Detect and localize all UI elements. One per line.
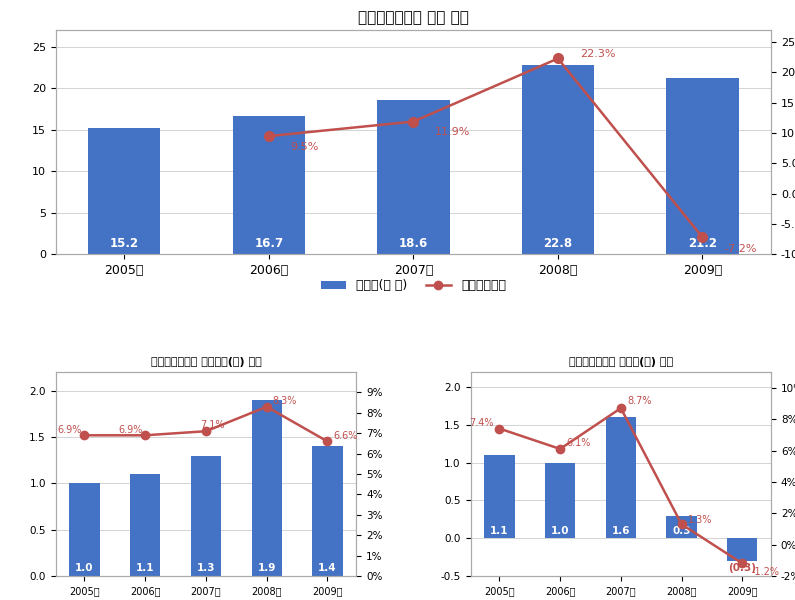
Bar (666, 515, 696, 538)
Bar (233, 116, 305, 254)
Bar (312, 446, 343, 576)
Text: 21.2: 21.2 (688, 237, 717, 250)
Text: 7.1%: 7.1% (200, 420, 224, 430)
Text: -1.2%: -1.2% (751, 567, 779, 577)
Text: 1.1: 1.1 (136, 563, 154, 573)
Text: 22.3%: 22.3% (580, 49, 615, 59)
Text: 1.3: 1.3 (196, 563, 215, 573)
Bar (191, 455, 221, 576)
Bar (666, 78, 739, 254)
Bar (69, 484, 99, 576)
Bar (727, 538, 758, 561)
Bar (378, 100, 449, 254)
Bar (484, 455, 514, 538)
Text: 9.5%: 9.5% (290, 142, 319, 152)
Text: -7.2%: -7.2% (724, 244, 757, 254)
Legend: 매출액(조 원), 매출액증가율: 매출액(조 원), 매출액증가율 (316, 274, 511, 298)
Text: 6.1%: 6.1% (566, 439, 591, 448)
Title: 기계장비산업의 영업이익(률) 추이: 기계장비산업의 영업이익(률) 추이 (150, 357, 262, 367)
Text: 6.9%: 6.9% (57, 425, 82, 435)
Text: (0.3): (0.3) (728, 563, 756, 573)
Text: 11.9%: 11.9% (435, 127, 471, 137)
Bar (522, 65, 594, 254)
Bar (88, 128, 161, 254)
Bar (545, 463, 576, 538)
Text: 1.0: 1.0 (76, 563, 94, 573)
Text: 8.7%: 8.7% (627, 396, 651, 406)
Text: 8.3%: 8.3% (273, 395, 297, 406)
Text: 1.3%: 1.3% (688, 515, 712, 526)
Text: 0.3: 0.3 (673, 526, 691, 536)
Text: 1.1: 1.1 (491, 526, 509, 536)
Text: 15.2: 15.2 (110, 237, 139, 250)
Text: 1.9: 1.9 (258, 563, 276, 573)
Text: 22.8: 22.8 (544, 237, 572, 250)
Bar (130, 474, 161, 576)
Text: 6.9%: 6.9% (118, 425, 142, 435)
Text: 6.6%: 6.6% (334, 431, 358, 442)
Text: 18.6: 18.6 (399, 237, 428, 250)
Title: 기계장비산업의 매출 추이: 기계장비산업의 매출 추이 (358, 10, 469, 25)
Text: 1.6: 1.6 (611, 526, 630, 536)
Text: 7.4%: 7.4% (469, 418, 494, 428)
Title: 기계장비산업의 순이익(률) 추이: 기계장비산업의 순이익(률) 추이 (568, 357, 673, 367)
Text: 1.0: 1.0 (551, 526, 569, 536)
Text: 16.7: 16.7 (254, 237, 283, 250)
Bar (606, 418, 636, 538)
Text: 1.4: 1.4 (318, 563, 337, 573)
Bar (251, 400, 282, 576)
